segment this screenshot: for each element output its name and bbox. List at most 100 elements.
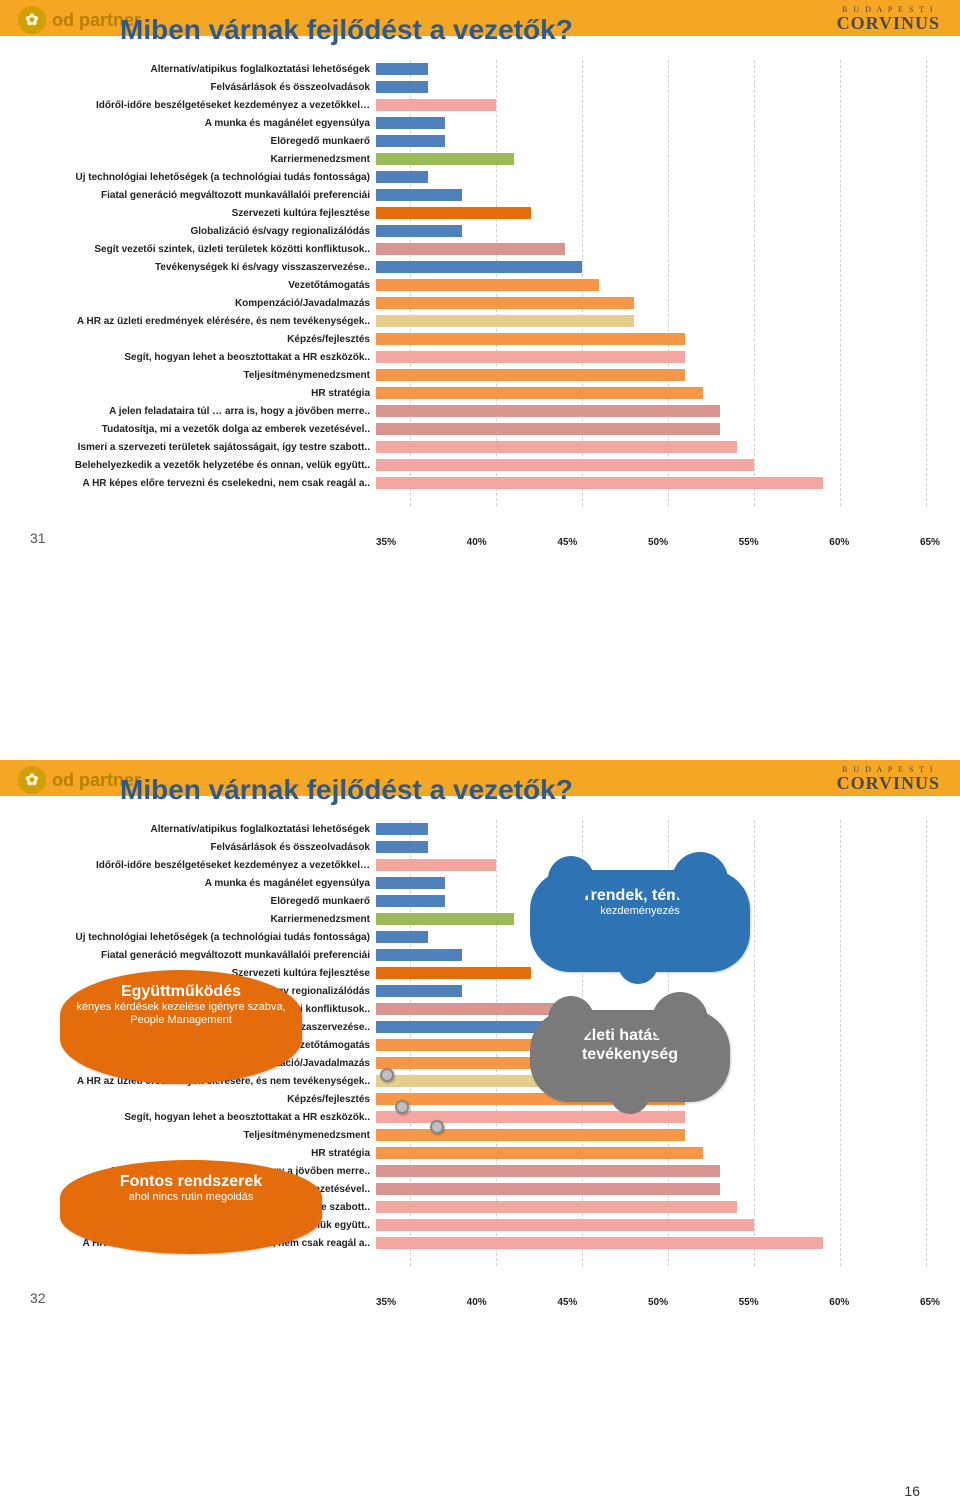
chart-row: Fiatal generáció megváltozott munkaválla… <box>20 186 940 204</box>
chart-row: Elöregedő munkaerő <box>20 132 940 150</box>
chart-row-label: Teljesítménymenedzsment <box>20 370 376 381</box>
chart-bar-zone <box>376 314 940 328</box>
chart-row-label: Karriermenedzsment <box>20 154 376 165</box>
x-tick-label: 50% <box>648 1297 668 1308</box>
chart-row-label: Időről-időre beszélgetéseket kezdeményez… <box>20 860 376 871</box>
chart-bar-zone <box>376 134 940 148</box>
chart-row-label: A HR képes előre tervezni és cselekedni,… <box>20 478 376 489</box>
chart-bar <box>376 1147 703 1159</box>
chart-bar-zone <box>376 296 940 310</box>
x-tick-label: 65% <box>920 1297 940 1308</box>
slide-32: ✿ od partner B U D A P E S T I CORVINUS … <box>0 760 960 1330</box>
chart-row: Teljesítménymenedzsment <box>20 366 940 384</box>
chart-row-label: Alternatív/atipikus foglalkoztatási lehe… <box>20 64 376 75</box>
chart-bar-zone <box>376 80 940 94</box>
chart-bar <box>376 1165 720 1177</box>
chart-bar <box>376 1201 737 1213</box>
chart-title-2: Miben várnak fejlődést a vezetők? <box>120 774 573 806</box>
chart-row-label: Teljesítménymenedzsment <box>20 1130 376 1141</box>
chart-row: Szervezeti kultúra fejlesztése <box>20 204 940 222</box>
chart-bar <box>376 823 428 835</box>
chart-row-label: Elöregedő munkaerő <box>20 136 376 147</box>
overlay-dot <box>380 1068 394 1082</box>
chart-bar-zone <box>376 1200 940 1214</box>
chart-row-label: A munka és magánélet egyensúlya <box>20 878 376 889</box>
chart-bar <box>376 81 428 93</box>
chart-row: Teljesítménymenedzsment <box>20 1126 940 1144</box>
bar-chart-1: Alternatív/atipikus foglalkoztatási lehe… <box>20 60 940 530</box>
chart-bar-zone <box>376 260 940 274</box>
x-tick-label: 60% <box>829 1297 849 1308</box>
chart-row-label: Vezetőtámogatás <box>20 280 376 291</box>
chart-bar <box>376 63 428 75</box>
chart-row: A munka és magánélet egyensúlya <box>20 114 940 132</box>
chart-bar <box>376 207 531 219</box>
chart-bar-zone <box>376 152 940 166</box>
chart-bar <box>376 1111 685 1123</box>
x-tick-label: 65% <box>920 537 940 548</box>
x-tick-label: 35% <box>376 1297 396 1308</box>
overlay-dot <box>395 1100 409 1114</box>
chart-row-label: Tudatosítja, mi a vezetők dolga az ember… <box>20 424 376 435</box>
chart-bar <box>376 243 565 255</box>
chart-row: A HR az üzleti eredmények elérésére, és … <box>20 312 940 330</box>
chart-row-label: Globalizáció és/vagy regionalizálódás <box>20 226 376 237</box>
chart-row: Fiatal generáció megváltozott munkaválla… <box>20 946 940 964</box>
x-tick-label: 40% <box>467 1297 487 1308</box>
chart-row: Vezetőtámogatás <box>20 276 940 294</box>
chart-bar-zone <box>376 1218 940 1232</box>
chart-row: Belehelyezkedik a vezetők helyzetébe és … <box>20 456 940 474</box>
callout-systems: Fontos rendszerek ahol nincs rutin megol… <box>60 1160 322 1254</box>
logo-corvinus-2: B U D A P E S T I CORVINUS <box>837 766 940 792</box>
chart-bar-zone <box>376 386 940 400</box>
chart-row: HR stratégia <box>20 1144 940 1162</box>
chart-row-label: A jelen feladataira túl … arra is, hogy … <box>20 406 376 417</box>
chart-bar <box>376 913 514 925</box>
chart-row: Tudatosítja, mi a vezetők dolga az ember… <box>20 420 940 438</box>
chart-row-label: Képzés/fejlesztés <box>20 1094 376 1105</box>
x-tick-label: 55% <box>739 537 759 548</box>
chart-bar-zone <box>376 350 940 364</box>
chart-row: Segít, hogyan lehet a beosztottakat a HR… <box>20 1108 940 1126</box>
chart-bar <box>376 859 496 871</box>
logo-icon: ✿ <box>18 6 46 34</box>
chart-bar-zone <box>376 368 940 382</box>
logo-corvinus: B U D A P E S T I CORVINUS <box>837 6 940 32</box>
chart-bar-zone <box>376 116 940 130</box>
callout-cooperation-title: Együttműködés <box>76 982 286 1001</box>
x-tick-label: 55% <box>739 1297 759 1308</box>
chart-row-label: Tevékenységek ki és/vagy visszaszervezés… <box>20 262 376 273</box>
chart-bar-zone <box>376 62 940 76</box>
logo-right-big: CORVINUS <box>837 14 940 32</box>
chart-row: HR stratégia <box>20 384 940 402</box>
chart-row-label: HR stratégia <box>20 1148 376 1159</box>
chart-bar <box>376 387 703 399</box>
chart-bar <box>376 1183 720 1195</box>
chart-bar-zone <box>376 440 940 454</box>
chart-row-label: Képzés/fejlesztés <box>20 334 376 345</box>
chart-bar <box>376 135 445 147</box>
chart-bar <box>376 225 462 237</box>
chart-bar-zone <box>376 206 940 220</box>
chart-row-label: Segít vezetői szintek, üzleti területek … <box>20 244 376 255</box>
chart-bar-zone <box>376 476 940 490</box>
callout-systems-sub: ahol nincs rutin megoldás <box>76 1191 306 1204</box>
chart-row-label: HR stratégia <box>20 388 376 399</box>
chart-row-label: Segít, hogyan lehet a beosztottakat a HR… <box>20 1112 376 1123</box>
logo-right-big-2: CORVINUS <box>837 774 940 792</box>
chart-bar-zone <box>376 1164 940 1178</box>
chart-bar-zone <box>376 1236 940 1250</box>
chart-bar <box>376 297 634 309</box>
chart-row-label: Kompenzáció/Javadalmazás <box>20 298 376 309</box>
x-tick-label: 60% <box>829 537 849 548</box>
chart-row-label: Időről-időre beszélgetéseket kezdeményez… <box>20 100 376 111</box>
chart-bar-zone <box>376 422 940 436</box>
chart-row-label: A HR az üzleti eredmények elérésére, és … <box>20 316 376 327</box>
chart-bar <box>376 153 514 165</box>
chart-row: Tevékenységek ki és/vagy visszaszervezés… <box>20 258 940 276</box>
chart-bar <box>376 931 428 943</box>
chart-bar-zone <box>376 170 940 184</box>
chart-row: Elöregedő munkaerő <box>20 892 940 910</box>
callout-cooperation-sub: kényes kérdések kezelése igényre szabva,… <box>76 1001 286 1027</box>
x-tick-label: 45% <box>557 537 577 548</box>
